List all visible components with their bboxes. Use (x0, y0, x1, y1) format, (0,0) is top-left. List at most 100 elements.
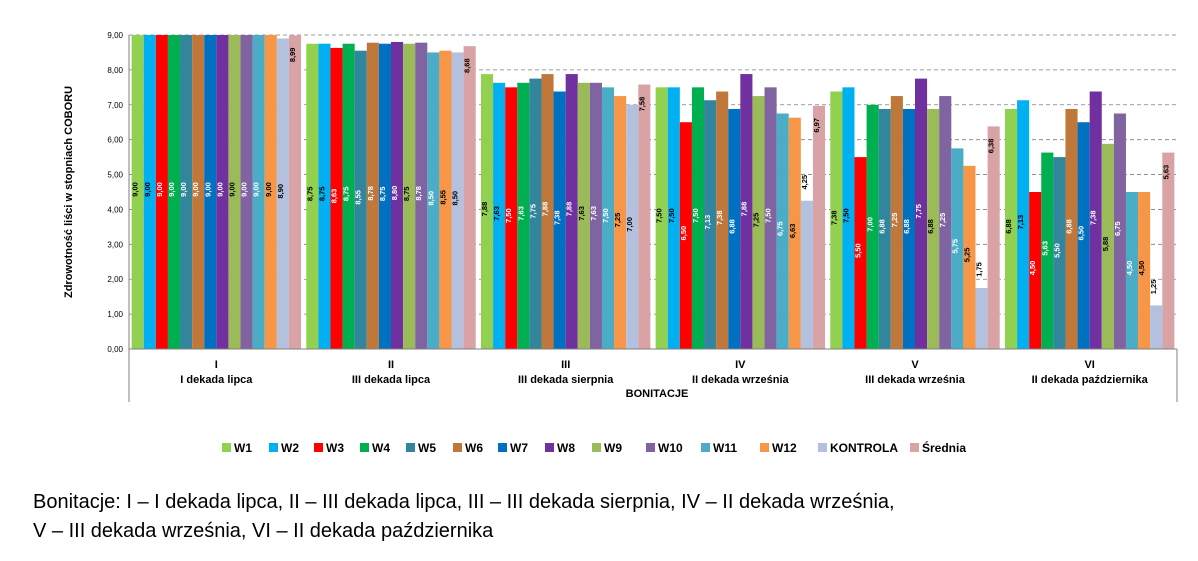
category-label: III dekada sierpnia (518, 374, 614, 386)
y-tick-label: 5,00 (107, 171, 123, 180)
data-label: 8,75 (402, 187, 411, 202)
data-label: 7,00 (625, 217, 634, 232)
bar-w5-v (878, 108, 891, 349)
bar-kontrola-ii (451, 52, 464, 349)
legend-label: W4 (372, 441, 390, 455)
data-label: 7,38 (715, 210, 724, 225)
data-label: 7,63 (492, 206, 501, 221)
caption-line-1: Bonitacje: I – I dekada lipca, II – III … (33, 491, 895, 513)
bar-kontrola-iv (800, 200, 813, 349)
data-label: 6,88 (926, 219, 935, 234)
category-label: III dekada września (865, 374, 966, 386)
data-label: 6,88 (727, 219, 736, 234)
y-tick-label: 0,00 (107, 345, 123, 354)
bar-średnia-ii (463, 46, 476, 350)
category-label: I dekada lipca (180, 374, 253, 386)
data-label: 6,97 (812, 118, 821, 133)
legend-label: W3 (326, 441, 344, 455)
bar-w12-v (963, 165, 976, 349)
bar-w7-iv (728, 108, 741, 349)
data-label: 8,75 (378, 187, 387, 202)
bar-w6-v (890, 96, 903, 349)
legend-label: W8 (557, 441, 575, 455)
data-label: 9,00 (203, 182, 212, 197)
data-label: 4,50 (1028, 261, 1037, 276)
bar-w2-v (842, 87, 855, 349)
y-tick-label: 3,00 (107, 240, 123, 249)
bar-w6-iii (541, 74, 554, 349)
legend-swatch-w3 (314, 443, 323, 452)
data-label: 8,99 (288, 48, 297, 63)
category-label: II dekada października (1032, 374, 1149, 386)
legend-label: KONTROLA (830, 441, 898, 455)
y-tick-label: 6,00 (107, 136, 123, 145)
data-label: 1,75 (975, 262, 984, 277)
bar-w2-iii (493, 82, 506, 349)
data-label: 7,50 (764, 208, 773, 223)
bar-w8-v (915, 78, 928, 349)
legend-label: W9 (604, 441, 622, 455)
data-label: 5,75 (950, 239, 959, 254)
legend-label: Średnia (922, 440, 966, 455)
category-code: I (215, 359, 218, 371)
data-label: 7,75 (528, 204, 537, 219)
bar-w11-vi (1125, 192, 1139, 349)
data-label: 8,55 (438, 190, 447, 205)
bar-w10-iv (764, 87, 777, 349)
category-code: IV (735, 359, 746, 371)
bar-średnia-iv (812, 105, 826, 349)
legend-swatch-w7 (498, 443, 507, 452)
bar-średnia-i (288, 35, 302, 350)
data-label: 7,38 (553, 210, 562, 225)
data-label: 7,58 (637, 97, 646, 112)
bar-kontrola-vi (1150, 305, 1163, 349)
category-code: VI (1084, 359, 1094, 371)
bar-w7-iii (553, 91, 566, 350)
bar-w5-iii (529, 78, 542, 349)
bar-w3-iv (679, 122, 692, 349)
data-label: 8,68 (463, 58, 472, 73)
category-code: V (911, 359, 919, 371)
data-label: 9,00 (227, 182, 236, 197)
data-label: 7,25 (938, 213, 947, 228)
data-label: 9,00 (167, 182, 176, 197)
bar-kontrola-v (975, 287, 988, 349)
bar-w9-iii (577, 82, 590, 349)
legend-label: W7 (510, 441, 528, 455)
data-label: 9,00 (240, 182, 249, 197)
data-label: 6,88 (1065, 219, 1074, 234)
data-label: 8,50 (451, 191, 460, 206)
bar-w11-ii (427, 52, 440, 349)
bar-w10-v (939, 96, 952, 349)
bar-w12-iii (614, 96, 627, 349)
data-label: 7,50 (601, 208, 610, 223)
category-label: II dekada września (692, 374, 789, 386)
data-label: 1,25 (1149, 280, 1158, 295)
bar-w4-i (167, 35, 181, 349)
legend-label: W2 (281, 441, 299, 455)
legend-swatch-w6 (453, 443, 462, 452)
data-label: 8,63 (330, 189, 339, 204)
chart: 9,00 9,00 9,00 9,00 9,00 9,00 9,00 9,00 9,00 9,00… (63, 31, 1178, 455)
bar-w8-iii (565, 74, 578, 349)
bar-w12-i (264, 35, 277, 349)
bar-w4-v (866, 104, 879, 350)
bar-w9-vi (1101, 143, 1114, 349)
data-label: 7,50 (691, 208, 700, 223)
legend-label: W12 (772, 441, 797, 455)
data-label: 9,00 (252, 182, 261, 197)
bar-kontrola-i (276, 38, 289, 349)
bar-w10-ii (415, 42, 428, 349)
data-label: 9,00 (191, 182, 200, 197)
bar-w9-iv (752, 96, 765, 349)
bar-w2-iv (667, 87, 680, 349)
data-label: 7,50 (655, 208, 664, 223)
bar-w1-ii (306, 43, 319, 349)
legend-label: W10 (658, 441, 683, 455)
bar-w9-v (927, 108, 940, 349)
y-tick-label: 1,00 (107, 310, 123, 319)
data-label: 7,25 (613, 213, 622, 228)
bar-w2-i (143, 35, 156, 349)
legend-swatch-w5 (406, 443, 415, 452)
data-label: 9,00 (131, 182, 140, 197)
